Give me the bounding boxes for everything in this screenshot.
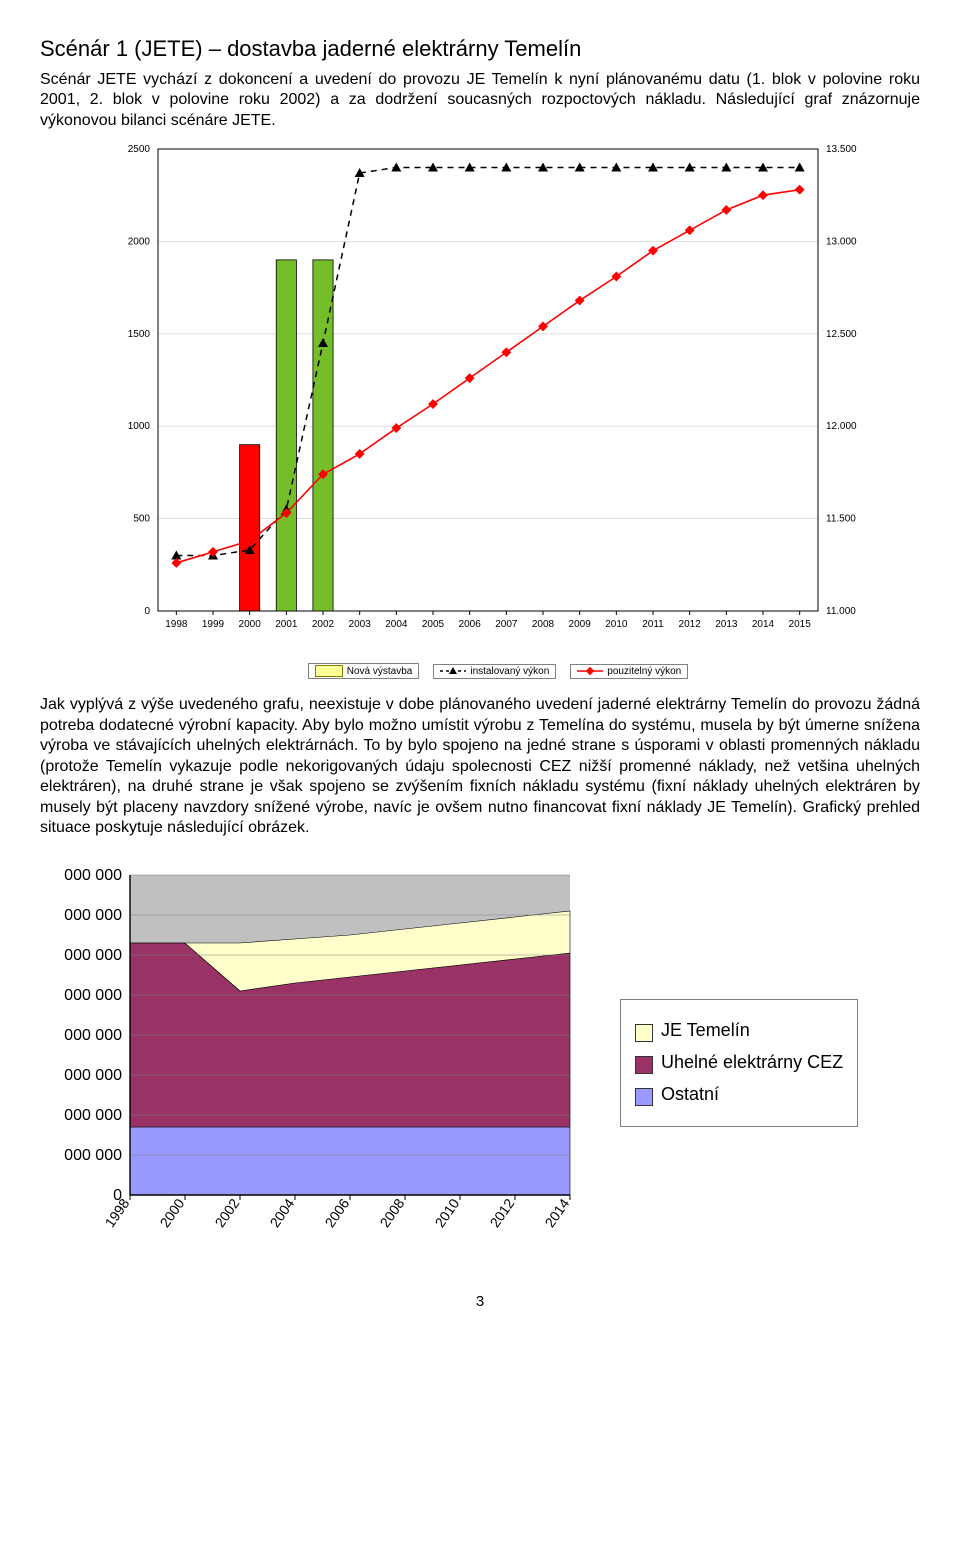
chart-2-legend: JE Temelín Uhelné elektrárny CEZ Ostatní bbox=[620, 999, 858, 1127]
svg-text:2002: 2002 bbox=[211, 1195, 242, 1230]
svg-text:1500: 1500 bbox=[128, 329, 151, 340]
svg-text:2014: 2014 bbox=[541, 1195, 572, 1230]
svg-text:10 000 000: 10 000 000 bbox=[60, 1147, 122, 1164]
svg-text:2001: 2001 bbox=[275, 619, 298, 630]
svg-text:1999: 1999 bbox=[202, 619, 225, 630]
svg-text:2009: 2009 bbox=[569, 619, 592, 630]
svg-text:2012: 2012 bbox=[486, 1195, 517, 1230]
svg-text:2011: 2011 bbox=[642, 619, 664, 630]
svg-text:2002: 2002 bbox=[312, 619, 335, 630]
page-heading: Scénár 1 (JETE) – dostavba jaderné elekt… bbox=[40, 36, 920, 62]
svg-text:500: 500 bbox=[133, 514, 150, 525]
svg-text:1000: 1000 bbox=[128, 422, 151, 433]
svg-text:2004: 2004 bbox=[385, 619, 408, 630]
svg-text:30 000 000: 30 000 000 bbox=[60, 1067, 122, 1084]
svg-text:11.000: 11.000 bbox=[826, 606, 856, 617]
chart-1-container: 0 500 1000 1500 2000 2500 11.000 11.500 12.000 12… bbox=[108, 141, 888, 679]
chart-1-legend: Nová výstavba instalovaný výkon pouzitel… bbox=[108, 663, 888, 679]
svg-text:2005: 2005 bbox=[422, 619, 445, 630]
svg-text:2004: 2004 bbox=[266, 1195, 297, 1230]
chart-1: 0 500 1000 1500 2000 2500 11.000 11.500 12.000 12… bbox=[108, 141, 888, 661]
svg-text:2012: 2012 bbox=[679, 619, 702, 630]
svg-text:80 000 000: 80 000 000 bbox=[60, 867, 122, 884]
paragraph-1: Scénár JETE vychází z dokoncení a uveden… bbox=[40, 70, 920, 131]
svg-text:2008: 2008 bbox=[376, 1195, 407, 1230]
paragraph-2: Jak vyplývá z výše uvedeného grafu, neex… bbox=[40, 695, 920, 838]
chart-2: 010 000 00020 000 00030 000 00040 000 00… bbox=[60, 863, 600, 1263]
svg-text:2000: 2000 bbox=[128, 237, 151, 248]
svg-text:40 000 000: 40 000 000 bbox=[60, 1027, 122, 1044]
svg-text:2010: 2010 bbox=[431, 1195, 462, 1230]
svg-text:12.500: 12.500 bbox=[826, 329, 857, 340]
legend-item: Uhelné elektrárny CEZ bbox=[635, 1052, 843, 1074]
legend-solid-label: pouzitelný výkon bbox=[607, 666, 681, 677]
svg-text:2015: 2015 bbox=[789, 619, 812, 630]
svg-text:2006: 2006 bbox=[459, 619, 482, 630]
svg-text:70 000 000: 70 000 000 bbox=[60, 907, 122, 924]
page-number: 3 bbox=[40, 1293, 920, 1310]
svg-text:2006: 2006 bbox=[321, 1195, 352, 1230]
svg-text:13.500: 13.500 bbox=[826, 144, 857, 155]
svg-text:11.500: 11.500 bbox=[826, 514, 856, 525]
svg-text:2014: 2014 bbox=[752, 619, 775, 630]
svg-text:1998: 1998 bbox=[101, 1195, 132, 1230]
svg-text:2500: 2500 bbox=[128, 144, 151, 155]
svg-text:2008: 2008 bbox=[532, 619, 555, 630]
svg-text:2007: 2007 bbox=[495, 619, 518, 630]
svg-text:2000: 2000 bbox=[239, 619, 262, 630]
svg-text:1998: 1998 bbox=[165, 619, 188, 630]
svg-text:0: 0 bbox=[144, 606, 150, 617]
legend-item: Ostatní bbox=[635, 1084, 843, 1106]
legend-item: JE Temelín bbox=[635, 1020, 843, 1042]
svg-text:2000: 2000 bbox=[156, 1195, 187, 1230]
svg-text:2013: 2013 bbox=[715, 619, 738, 630]
legend-bar-label: Nová výstavba bbox=[347, 666, 413, 677]
svg-text:20 000 000: 20 000 000 bbox=[60, 1107, 122, 1124]
svg-text:2003: 2003 bbox=[349, 619, 372, 630]
svg-text:2010: 2010 bbox=[605, 619, 628, 630]
svg-text:13.000: 13.000 bbox=[826, 237, 857, 248]
svg-text:50 000 000: 50 000 000 bbox=[60, 987, 122, 1004]
legend-dashed-label: instalovaný výkon bbox=[470, 666, 549, 677]
svg-text:12.000: 12.000 bbox=[826, 422, 857, 433]
svg-text:60 000 000: 60 000 000 bbox=[60, 947, 122, 964]
